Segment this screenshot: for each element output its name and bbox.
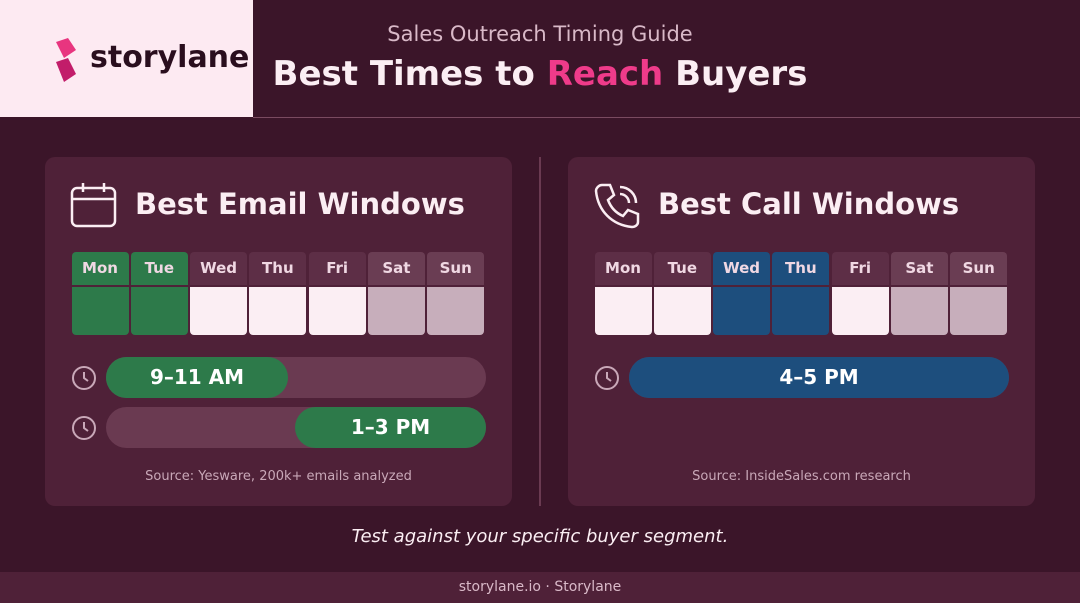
day-cell [190, 287, 248, 335]
day-cell [831, 287, 889, 335]
call-panel: Best Call Windows Mon Tue Wed Thu Fri Sat Sun … [568, 157, 1035, 506]
clock-icon [72, 416, 96, 440]
day-header: Sun [950, 252, 1008, 285]
title: Best Times to Reach Buyers [253, 54, 827, 94]
day-header: Wed [190, 252, 248, 285]
day-cell [308, 287, 366, 335]
day-header: Tue [653, 252, 711, 285]
day-cell [950, 287, 1008, 335]
header-rule [253, 117, 1080, 118]
panel-title: Best Email Windows [135, 187, 465, 221]
phone-icon [594, 183, 640, 229]
source: Source: Yesware, 200k+ emails analyzed [145, 469, 412, 484]
email-panel: Best Email Windows Mon Tue Wed Thu Fri Sat Sun… [45, 157, 512, 506]
day-header: Wed [713, 252, 771, 285]
title-text: Best Times to [272, 54, 535, 94]
divider [539, 157, 541, 506]
footer: storylane.io · Storylane [0, 572, 1080, 603]
time-window: 1–3 PM [295, 407, 486, 448]
day-header: Mon [594, 252, 652, 285]
day-cell [130, 287, 188, 335]
tagline: Test against your specific buyer segment… [351, 526, 729, 547]
clock-icon [72, 366, 96, 390]
day-header: Sat [367, 252, 425, 285]
title-text: Buyers [675, 54, 808, 94]
day-header: Fri [831, 252, 889, 285]
day-header: Sat [890, 252, 948, 285]
day-cell [594, 287, 652, 335]
logo-text: storylane [90, 40, 250, 75]
day-grid: Mon Tue Wed Thu Fri Sat Sun [594, 252, 1009, 430]
day-header: Fri [308, 252, 366, 285]
day-header: Mon [71, 252, 129, 285]
day-header: Tue [130, 252, 188, 285]
day-cell [890, 287, 948, 335]
day-header: Sun [427, 252, 485, 285]
day-cell [427, 287, 485, 335]
time-window: 9–11 AM [106, 357, 288, 398]
time-window: 4–5 PM [629, 357, 1009, 398]
calendar-icon [70, 183, 117, 228]
day-cell [249, 287, 307, 335]
day-cell [772, 287, 830, 335]
clock-icon [595, 366, 619, 390]
title-highlight: Reach [546, 54, 664, 94]
subtitle: Sales Outreach Timing Guide [387, 22, 693, 46]
source: Source: InsideSales.com research [692, 469, 911, 484]
logo-icon [56, 38, 76, 82]
time-track: 4–5 PM [629, 357, 1009, 398]
time-track: 9–11 AM [106, 357, 486, 398]
day-cell [713, 287, 771, 335]
day-header: Thu [249, 252, 307, 285]
day-header: Thu [772, 252, 830, 285]
day-cell [71, 287, 129, 335]
day-cell [367, 287, 425, 335]
panel-title: Best Call Windows [658, 187, 960, 221]
day-grid: Mon Tue Wed Thu Fri Sat Sun [71, 252, 486, 430]
logo-box: storylane [0, 0, 253, 117]
time-track: 1–3 PM [106, 407, 486, 448]
day-cell [653, 287, 711, 335]
